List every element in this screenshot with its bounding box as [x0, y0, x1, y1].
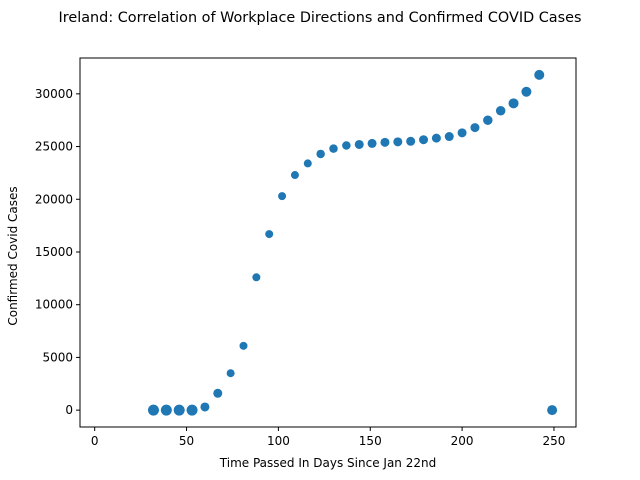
x-tick-label: 100 — [267, 434, 290, 448]
data-point-9 — [265, 230, 274, 239]
y-tick-label: 5000 — [42, 350, 73, 364]
x-tick-label: 150 — [359, 434, 382, 448]
y-tick-label: 30000 — [35, 87, 73, 101]
data-point-11 — [290, 171, 299, 180]
data-point-0 — [147, 404, 159, 416]
data-point-20 — [406, 136, 416, 146]
data-point-31 — [547, 405, 558, 416]
data-point-28 — [508, 98, 519, 109]
data-point-6 — [226, 369, 235, 378]
data-point-3 — [186, 404, 198, 416]
plot-frame — [79, 57, 577, 428]
data-point-24 — [457, 128, 467, 138]
data-points — [147, 69, 558, 416]
data-point-21 — [419, 135, 429, 145]
axis-ticks: 0 50 100 150 200 250 0 5000 10000 15000 20000 25000… — [35, 87, 566, 448]
data-point-30 — [534, 69, 545, 80]
data-point-15 — [342, 141, 351, 150]
data-point-23 — [444, 132, 454, 142]
x-axis-label: Time Passed In Days Since Jan 22nd — [219, 456, 436, 470]
y-tick-label: 10000 — [35, 298, 73, 312]
data-point-4 — [200, 402, 210, 412]
data-point-25 — [470, 123, 480, 133]
data-point-26 — [483, 115, 493, 125]
data-point-1 — [160, 404, 172, 416]
chart-title: Ireland: Correlation of Workplace Direct… — [59, 10, 582, 26]
data-point-12 — [303, 159, 312, 168]
x-tick-label: 250 — [543, 434, 566, 448]
y-tick-label: 0 — [65, 403, 73, 417]
data-point-8 — [252, 273, 261, 282]
data-point-18 — [380, 137, 390, 147]
x-tick-label: 200 — [451, 434, 474, 448]
y-tick-label: 15000 — [35, 245, 73, 259]
data-point-14 — [329, 144, 338, 153]
x-tick-label: 50 — [179, 434, 194, 448]
y-axis-label: Confirmed Covid Cases — [6, 186, 20, 325]
data-point-10 — [278, 192, 287, 201]
data-point-29 — [521, 86, 532, 97]
data-point-17 — [367, 138, 377, 148]
data-point-19 — [393, 137, 403, 147]
data-point-2 — [173, 404, 185, 416]
data-point-22 — [431, 133, 441, 143]
data-point-16 — [354, 139, 364, 149]
x-tick-label: 0 — [91, 434, 99, 448]
data-point-5 — [213, 388, 223, 398]
y-tick-label: 25000 — [35, 140, 73, 154]
data-point-27 — [495, 105, 506, 116]
data-point-13 — [316, 149, 325, 159]
data-point-7 — [239, 341, 248, 350]
y-tick-label: 20000 — [35, 192, 73, 206]
